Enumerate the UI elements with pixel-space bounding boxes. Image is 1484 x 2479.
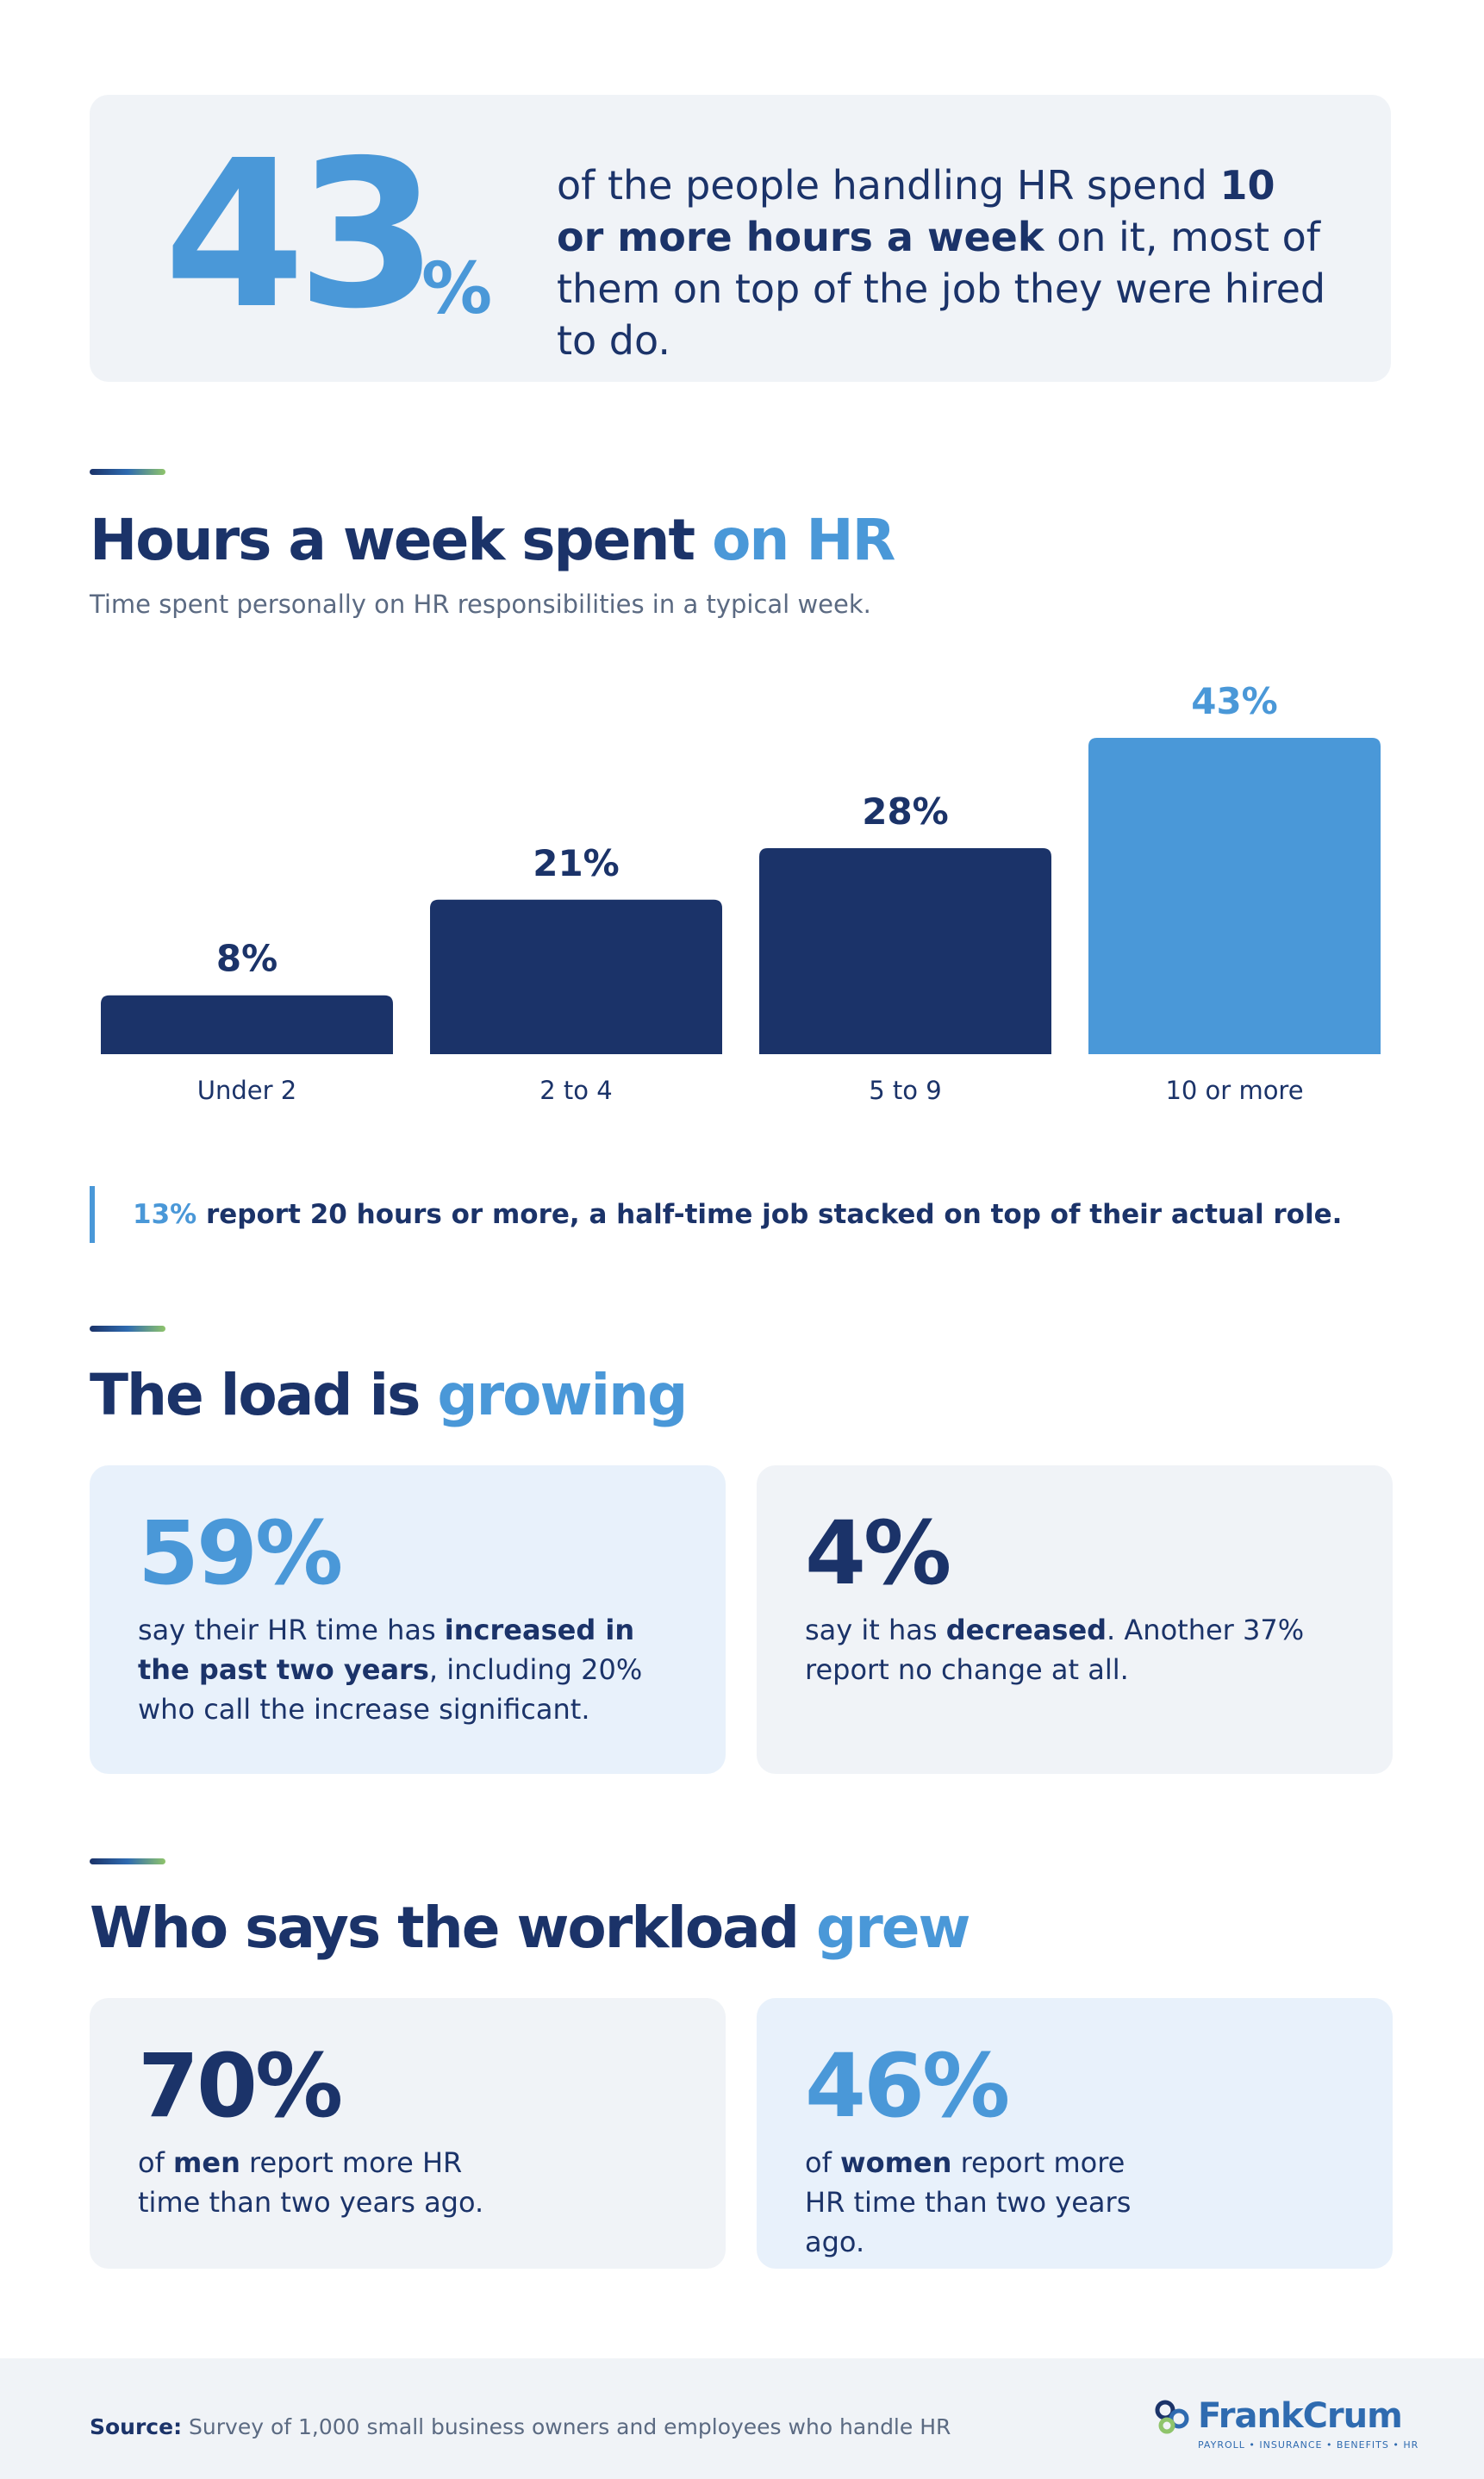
hero-card: 43 % of the people handling HR spend 10 … [90,95,1391,382]
bar-2 [759,848,1051,1054]
hero-text-part2: on it, most of them on top of the job th… [557,214,1326,364]
hero-text-part1: of the people handling HR spend [557,162,1220,209]
x-tick-label: 10 or more [1165,1076,1303,1105]
stat-text-part1: say it has [805,1614,946,1646]
note-text: 13% report 20 hours or more, a half-time… [133,1199,1342,1230]
stat-text: of men report more HR time than two year… [138,2143,500,2222]
note-highlight: 13% [133,1199,197,1230]
stat-text-part2: . Another 37% report no change at all. [805,1614,1305,1686]
section-heading-load: The load is growing [90,1367,688,1424]
stat-card-decreased: 4% say it has decreased. Another 37% rep… [757,1465,1393,1774]
hero-text: of the people handling HR spend 10 or mo… [557,159,1332,366]
note-body: report 20 hours or more, a half-time job… [196,1199,1343,1230]
bar-value-label: 28% [862,790,949,833]
bar-value-label: 43% [1191,680,1278,722]
section-accent-line [90,1326,165,1332]
section-accent-line [90,469,165,475]
stat-text-part1: of [805,2146,841,2179]
bar-3 [1088,738,1381,1054]
heading-highlight: on HR [712,507,895,573]
heading-highlight: growing [437,1362,688,1428]
heading-main: The load is [90,1362,438,1428]
bar-0 [101,995,393,1054]
heading-main: Hours a week spent [90,507,713,573]
stat-text: say their HR time has increased in the p… [138,1610,672,1729]
x-tick-label: Under 2 [197,1076,296,1105]
source-text: Survey of 1,000 small business owners an… [182,2414,951,2439]
section-heading-workload: Who says the workload grew [90,1900,970,1957]
stat-number: 46% [805,2035,1010,2138]
stat-card-women: 46% of women report more HR time than tw… [757,1998,1393,2269]
bar-value-label: 8% [216,938,277,980]
heading-main: Who says the workload [90,1895,816,1961]
source-label: Source: [90,2414,183,2439]
stat-text-bold: decreased [945,1614,1107,1646]
stat-text-part2: report more HR time than two years ago. [138,2146,484,2219]
stat-text-bold: increased in the past two years [138,1614,635,1686]
source-line: Source: Survey of 1,000 small business o… [90,2414,951,2439]
x-tick-label: 2 to 4 [539,1076,612,1105]
stat-text-part2: report more HR time than two years ago. [805,2146,1132,2258]
hero-text-bold: 10 or more hours a week [557,162,1275,260]
bar-value-label: 21% [533,842,620,884]
stat-text: of women report more HR time than two ye… [805,2143,1167,2262]
stat-card-increased: 59% say their HR time has increased in t… [90,1465,726,1774]
stat-number: 59% [138,1502,343,1605]
stat-text-part1: of [138,2146,174,2179]
frankcrum-logo: FrankCrum PAYROLL • INSURANCE • BENEFITS… [1153,2396,1418,2457]
section-heading-hours: Hours a week spent on HR [90,512,895,569]
stat-text-part1: say their HR time has [138,1614,445,1646]
note-accent-bar [90,1186,95,1243]
stat-number: 4% [805,1502,951,1605]
x-tick-label: 5 to 9 [869,1076,941,1105]
logo-wordmark: FrankCrum [1198,2396,1403,2436]
stat-card-men: 70% of men report more HR time than two … [90,1998,726,2269]
hero-percent-sign: % [421,248,493,330]
stat-text-part2: , including 20% who call the increase si… [138,1653,643,1726]
logo-tagline: PAYROLL • INSURANCE • BENEFITS • HR [1198,2439,1419,2451]
stat-text-bold: women [840,2146,952,2179]
stat-number: 70% [138,2035,343,2138]
chart-subtitle: Time spent personally on HR responsibili… [90,590,871,619]
stat-text-bold: men [173,2146,240,2179]
hours-bar-chart: 8% Under 2 21% 2 to 4 28% 5 to 9 43% 10 or more [101,680,1381,1105]
footer [0,2358,1484,2479]
stat-text: say it has decreased. Another 37% report… [805,1610,1339,1689]
logo-mark-icon [1155,2400,1189,2434]
bar-1 [430,899,722,1054]
heading-highlight: grew [815,1895,971,1961]
section-accent-line [90,1858,165,1864]
hero-number: 43 [164,116,438,353]
